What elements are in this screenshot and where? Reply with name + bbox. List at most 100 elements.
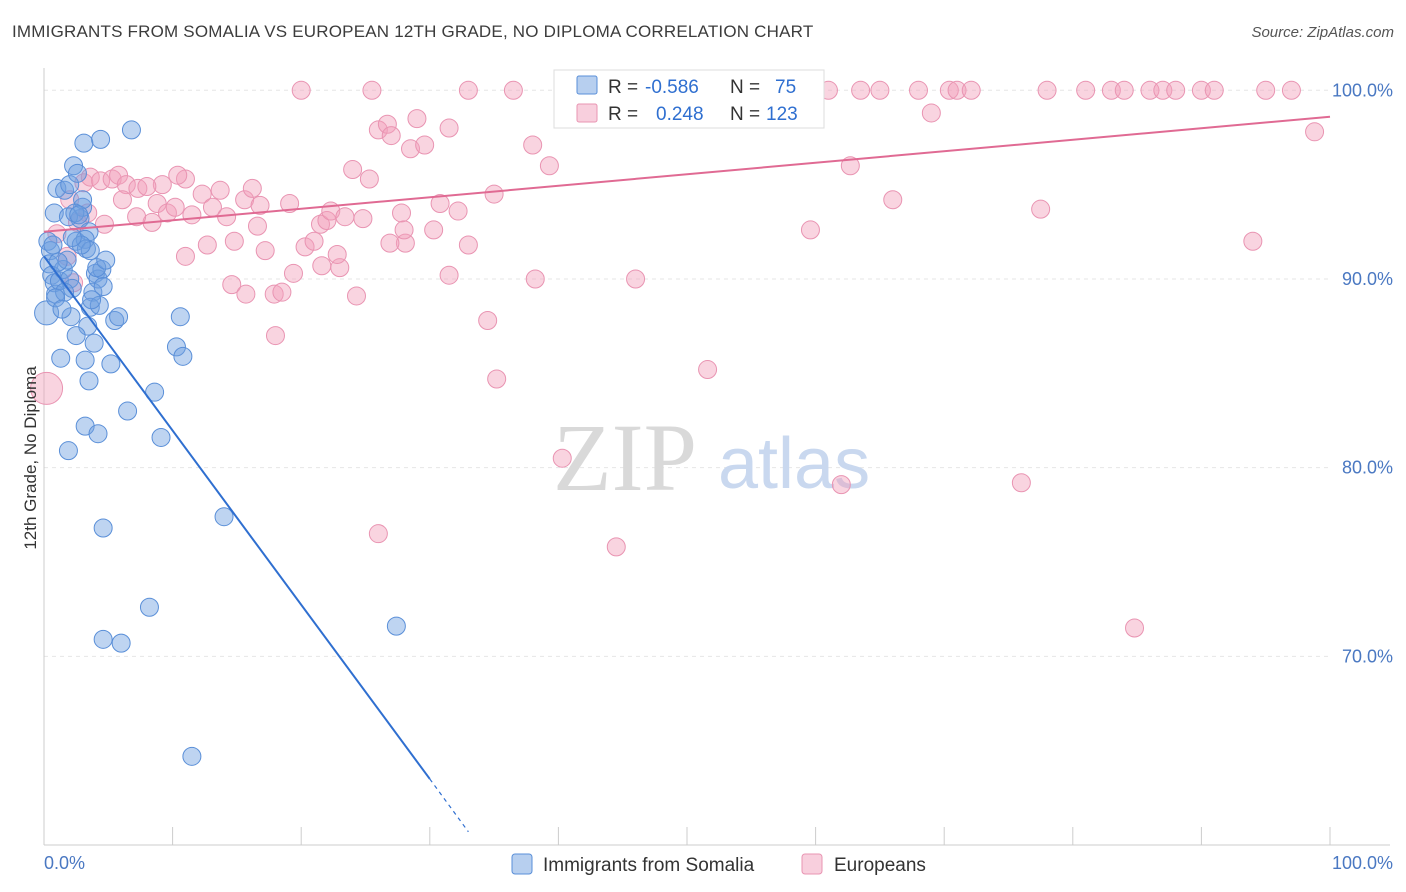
europeans-point-96 (1256, 80, 1276, 100)
somalia-point-61 (386, 616, 406, 636)
somalia-point-21 (47, 178, 67, 198)
legend-n-label-blue: N = (730, 77, 760, 98)
europeans-point-31 (304, 231, 324, 251)
europeans-point-75 (851, 80, 871, 100)
europeans-point-0 (30, 371, 64, 405)
legend-r-value-blue: -0.586 (645, 77, 699, 98)
europeans-point-120 (168, 165, 188, 185)
europeans-point-86 (1076, 80, 1096, 100)
watermark-atlas: atlas (718, 424, 870, 504)
somalia-trend-extension (429, 778, 469, 833)
somalia-point-63 (111, 633, 131, 653)
somalia-point-56 (151, 427, 171, 447)
europeans-point-15 (165, 197, 185, 217)
europeans-point-80 (939, 80, 959, 100)
europeans-point-58 (552, 448, 572, 468)
europeans-point-14 (157, 203, 177, 223)
legend-r-value-pink: 0.248 (656, 104, 704, 125)
europeans-point-55 (523, 135, 543, 155)
somalia-point-72 (52, 299, 72, 319)
europeans-point-103 (484, 184, 504, 204)
somalia-point-23 (60, 175, 80, 195)
watermark: ZIP atlas (553, 404, 870, 511)
y-tick-label-1: 80.0% (1342, 458, 1393, 478)
europeans-point-32 (310, 214, 330, 234)
europeans-point-25 (250, 195, 270, 215)
y-tick-label-2: 90.0% (1342, 269, 1393, 289)
series-swatch-somalia (511, 853, 533, 875)
europeans-point-10 (116, 175, 136, 195)
europeans-point-65 (698, 360, 718, 380)
somalia-point-42 (105, 310, 125, 330)
somalia-point-52 (170, 307, 190, 327)
europeans-point-112 (380, 233, 400, 253)
europeans-points (30, 80, 1325, 638)
legend-n-value-blue: 75 (775, 77, 796, 98)
europeans-point-56 (525, 269, 545, 289)
y-tick-label-0: 70.0% (1342, 646, 1393, 666)
europeans-point-45 (401, 139, 421, 159)
europeans-point-84 (1031, 199, 1051, 219)
europeans-point-100 (362, 80, 382, 100)
europeans-point-118 (112, 190, 132, 210)
europeans-point-110 (236, 284, 256, 304)
europeans-point-13 (147, 194, 167, 214)
europeans-point-121 (210, 180, 230, 200)
somalia-point-51 (173, 346, 193, 366)
series-legend: Immigrants from Somalia Europeans (511, 853, 926, 876)
europeans-point-24 (242, 178, 262, 198)
x-tick-labels: 0.0% 100.0% (44, 853, 1393, 873)
trend-lines (43, 115, 1331, 833)
somalia-point-45 (51, 348, 71, 368)
somalia-point-53 (118, 401, 138, 421)
axes (43, 68, 1390, 846)
europeans-trend-line (43, 115, 1331, 233)
somalia-point-44 (84, 333, 104, 353)
europeans-point-99 (291, 80, 311, 100)
europeans-point-83 (1011, 473, 1031, 493)
europeans-point-57 (539, 156, 559, 176)
europeans-point-123 (280, 194, 300, 214)
europeans-point-95 (1243, 231, 1263, 251)
europeans-point-114 (152, 175, 172, 195)
europeans-point-49 (439, 265, 459, 285)
europeans-point-22 (224, 231, 244, 251)
europeans-point-113 (127, 207, 147, 227)
europeans-point-30 (295, 237, 315, 257)
somalia-point-43 (109, 307, 129, 327)
watermark-zip: ZIP (553, 404, 697, 511)
europeans-point-106 (265, 326, 285, 346)
europeans-point-124 (312, 256, 332, 276)
europeans-point-37 (343, 160, 363, 180)
europeans-point-17 (182, 205, 202, 225)
europeans-point-42 (381, 126, 401, 146)
chart-title: IMMIGRANTS FROM SOMALIA VS EUROPEAN 12TH… (12, 22, 814, 41)
somalia-points (34, 120, 406, 766)
somalia-point-68 (43, 235, 63, 255)
europeans-point-19 (192, 184, 212, 204)
somalia-point-33 (69, 205, 89, 225)
somalia-point-50 (166, 337, 186, 357)
europeans-point-119 (137, 177, 157, 197)
y-axis-title: 12th Grade, No Diploma (21, 366, 40, 550)
series-swatch-europeans (801, 853, 823, 875)
europeans-point-48 (424, 220, 444, 240)
europeans-point-51 (458, 235, 478, 255)
somalia-point-64 (182, 746, 202, 766)
somalia-point-60 (139, 597, 159, 617)
somalia-point-41 (89, 295, 109, 315)
somalia-point-28 (91, 129, 111, 149)
x-tick-label-0: 0.0% (44, 853, 85, 873)
correlation-legend: R = -0.586 N = 75 R = 0.248 N = 123 (553, 69, 825, 129)
europeans-point-89 (1125, 618, 1145, 638)
series-label-europeans: Europeans (834, 855, 926, 876)
europeans-point-41 (377, 114, 397, 134)
somalia-point-69 (62, 227, 82, 247)
legend-swatch-pink (576, 103, 598, 123)
europeans-point-92 (1166, 80, 1186, 100)
source-label: Source: ZipAtlas.com (1251, 24, 1394, 41)
somalia-point-25 (67, 163, 87, 183)
europeans-point-81 (947, 80, 967, 100)
europeans-point-97 (1281, 80, 1301, 100)
